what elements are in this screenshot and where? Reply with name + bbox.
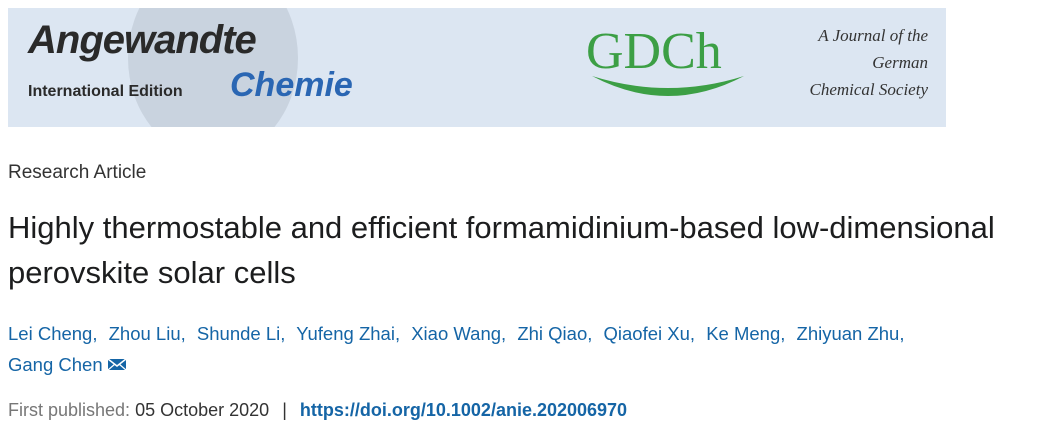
author-item: Ke Meng,	[706, 323, 785, 344]
author-item: Gang Chen	[8, 354, 127, 375]
author-separator: ,	[280, 323, 286, 344]
publication-info: First published: 05 October 2020 | https…	[8, 400, 627, 421]
author-item: Zhi Qiao,	[517, 323, 592, 344]
author-separator: ,	[587, 323, 593, 344]
journal-subtitle: Chemie	[230, 66, 353, 104]
author-separator: ,	[689, 323, 696, 344]
author-name[interactable]: Lei Cheng	[8, 323, 93, 344]
published-label: First published:	[8, 400, 131, 420]
author-item: Zhou Liu,	[109, 323, 186, 344]
email-icon[interactable]	[107, 357, 127, 371]
logo-arc	[592, 76, 744, 96]
author-name[interactable]: Ke Meng	[706, 323, 781, 344]
society-logo: GDCh	[586, 23, 722, 80]
author-name[interactable]: Zhou Liu	[108, 323, 181, 344]
journal-banner: Angewandte International Edition Chemie …	[8, 8, 946, 127]
society-line: German	[872, 53, 928, 72]
journal-name: Angewandte	[28, 18, 257, 62]
author-separator: ,	[92, 323, 98, 344]
society-line: A Journal of the	[818, 26, 928, 45]
author-separator: ,	[501, 323, 507, 344]
society-line: Chemical Society	[809, 80, 929, 99]
journal-edition: International Edition	[28, 83, 183, 100]
author-name[interactable]: Yufeng Zhai	[296, 323, 395, 344]
author-item: Xiao Wang,	[411, 323, 506, 344]
author-name[interactable]: Zhi Qiao	[517, 323, 588, 344]
author-separator: ,	[899, 323, 905, 344]
author-item: Qiaofei Xu,	[604, 323, 696, 344]
author-name[interactable]: Shunde Li	[196, 323, 281, 344]
author-separator: ,	[780, 323, 786, 344]
separator: |	[282, 400, 287, 420]
author-separator: ,	[394, 323, 401, 344]
published-date: 05 October 2020	[135, 400, 270, 420]
society-text: A Journal of the German Chemical Society	[810, 22, 929, 103]
author-item: Zhiyuan Zhu,	[797, 323, 905, 344]
doi-link[interactable]: https://doi.org/10.1002/anie.202006970	[299, 400, 628, 420]
author-item: Lei Cheng,	[8, 323, 97, 344]
author-item: Yufeng Zhai,	[296, 323, 400, 344]
article-type: Research Article	[8, 162, 147, 183]
banner-shape	[128, 8, 298, 127]
author-name[interactable]: Zhiyuan Zhu	[796, 323, 900, 344]
article-title: Highly thermostable and efficient formam…	[8, 210, 995, 290]
author-name[interactable]: Gang Chen	[8, 354, 103, 375]
author-separator: ,	[180, 323, 186, 344]
author-name[interactable]: Qiaofei Xu	[603, 323, 690, 344]
author-item: Shunde Li,	[197, 323, 285, 344]
author-name[interactable]: Xiao Wang	[411, 323, 502, 344]
author-list: Lei Cheng, Zhou Liu, Shunde Li, Yufeng Z…	[8, 318, 1038, 380]
